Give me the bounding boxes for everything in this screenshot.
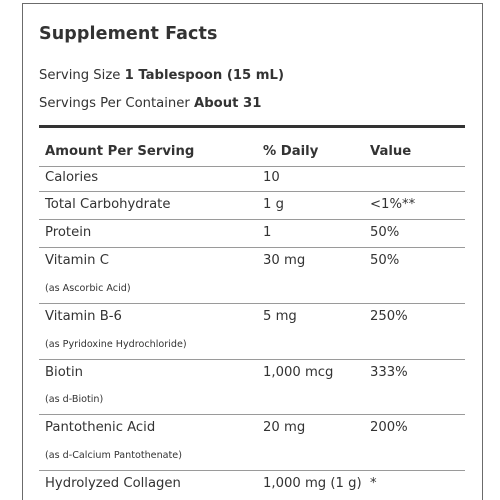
table-row: Total Carbohydrate 1 g <1%** (39, 191, 465, 220)
table-row: Calories 10 (39, 167, 465, 191)
row-name: Vitamin B-6 (45, 309, 122, 324)
servings-per-container-value: About 31 (194, 96, 262, 111)
table-row: Pantothenic Acid 20 mg 200% (as d-Calciu… (39, 415, 465, 471)
row-name: Vitamin C (45, 253, 109, 268)
row-amount: 20 mg (263, 420, 306, 435)
table-row: Vitamin C 30 mg 50% (as Ascorbic Acid) (39, 248, 465, 304)
row-amount: 1 g (263, 197, 284, 212)
row-sub-label: (as d-Biotin) (45, 394, 104, 405)
table-row: Biotin 1,000 mcg 333% (as d-Biotin) (39, 360, 465, 415)
serving-size-label: Serving Size (39, 68, 121, 83)
row-sub-label: (as d-Calcium Pantothenate) (45, 450, 182, 461)
servings-per-container: Servings Per Container About 31 (39, 96, 261, 111)
row-dv: 50% (370, 225, 400, 240)
row-sub-label: (as Pyridoxine Hydrochloride) (45, 339, 187, 350)
row-dv: 333% (370, 365, 408, 380)
row-name: Calories (45, 170, 99, 185)
supplement-facts-panel: Supplement Facts Serving Size 1 Tablespo… (22, 3, 483, 500)
header-value: Value (370, 144, 412, 159)
row-amount: 1,000 mcg (263, 365, 334, 380)
row-dv: * (370, 476, 377, 491)
table-row: Vitamin B-6 5 mg 250% (as Pyridoxine Hyd… (39, 304, 465, 360)
row-name: Protein (45, 225, 92, 240)
row-amount: 10 (263, 170, 280, 185)
table-row: Protein 1 50% (39, 220, 465, 248)
table-header-row: Amount Per Serving % Daily Value (39, 128, 465, 167)
serving-size: Serving Size 1 Tablespoon (15 mL) (39, 68, 284, 83)
row-dv: 200% (370, 420, 408, 435)
table-row: Hydrolyzed Collagen 1,000 mg (1 g) * (39, 471, 465, 500)
thick-divider (39, 125, 465, 128)
row-amount: 1,000 mg (1 g) (263, 476, 362, 491)
facts-table: Amount Per Serving % Daily Value Calorie… (39, 128, 465, 500)
row-dv: 50% (370, 253, 400, 268)
header-amount-per-serving: Amount Per Serving (45, 144, 195, 159)
servings-per-container-label: Servings Per Container (39, 96, 190, 111)
row-amount: 5 mg (263, 309, 297, 324)
row-amount: 1 (263, 225, 272, 240)
row-amount: 30 mg (263, 253, 306, 268)
header-daily: % Daily (263, 144, 319, 159)
row-name: Biotin (45, 365, 83, 380)
row-name: Hydrolyzed Collagen (45, 476, 181, 491)
serving-size-value: 1 Tablespoon (15 mL) (124, 68, 284, 83)
row-name: Pantothenic Acid (45, 420, 156, 435)
row-sub-label: (as Ascorbic Acid) (45, 283, 131, 294)
row-dv: <1%** (370, 197, 416, 212)
row-dv: 250% (370, 309, 408, 324)
panel-title: Supplement Facts (39, 24, 218, 44)
row-name: Total Carbohydrate (45, 197, 171, 212)
